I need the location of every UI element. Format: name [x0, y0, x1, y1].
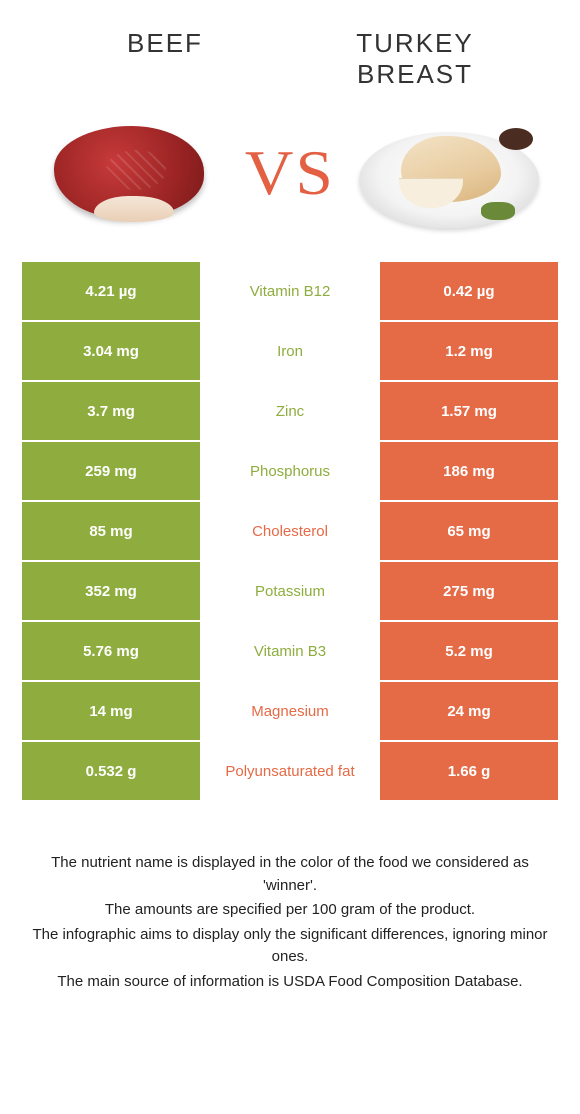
table-row: 4.21 µgVitamin B120.42 µg [22, 262, 558, 322]
beef-value: 3.04 mg [22, 322, 200, 380]
turkey-value: 24 mg [380, 682, 558, 740]
beef-value: 5.76 mg [22, 622, 200, 680]
table-row: 3.7 mgZinc1.57 mg [22, 382, 558, 442]
turkey-image [341, 108, 558, 238]
nutrient-table: 4.21 µgVitamin B120.42 µg3.04 mgIron1.2 … [22, 262, 558, 802]
turkey-value: 5.2 mg [380, 622, 558, 680]
table-row: 14 mgMagnesium24 mg [22, 682, 558, 742]
table-row: 259 mgPhosphorus186 mg [22, 442, 558, 502]
beef-value: 3.7 mg [22, 382, 200, 440]
nutrient-name: Magnesium [200, 682, 380, 740]
turkey-value: 0.42 µg [380, 262, 558, 320]
turkey-value: 1.57 mg [380, 382, 558, 440]
turkey-value: 1.66 g [380, 742, 558, 800]
nutrient-name: Zinc [200, 382, 380, 440]
turkey-value: 186 mg [380, 442, 558, 500]
hero-row: VS [0, 90, 580, 262]
turkey-value: 65 mg [380, 502, 558, 560]
footer-line: The main source of information is USDA F… [22, 971, 558, 994]
vs-label: VS [245, 136, 335, 210]
beef-image [22, 108, 239, 238]
footer-notes: The nutrient name is displayed in the co… [22, 852, 558, 993]
table-row: 85 mgCholesterol65 mg [22, 502, 558, 562]
turkey-value: 1.2 mg [380, 322, 558, 380]
beef-value: 4.21 µg [22, 262, 200, 320]
nutrient-name: Phosphorus [200, 442, 380, 500]
table-row: 352 mgPotassium275 mg [22, 562, 558, 622]
table-row: 5.76 mgVitamin B35.2 mg [22, 622, 558, 682]
footer-line: The amounts are specified per 100 gram o… [22, 899, 558, 922]
table-row: 0.532 gPolyunsaturated fat1.66 g [22, 742, 558, 802]
nutrient-name: Vitamin B12 [200, 262, 380, 320]
footer-line: The infographic aims to display only the… [22, 924, 558, 969]
table-row: 3.04 mgIron1.2 mg [22, 322, 558, 382]
beef-value: 14 mg [22, 682, 200, 740]
nutrient-name: Vitamin B3 [200, 622, 380, 680]
nutrient-name: Polyunsaturated fat [200, 742, 380, 800]
nutrient-name: Cholesterol [200, 502, 380, 560]
nutrient-name: Potassium [200, 562, 380, 620]
beef-value: 259 mg [22, 442, 200, 500]
footer-line: The nutrient name is displayed in the co… [22, 852, 558, 897]
turkey-value: 275 mg [380, 562, 558, 620]
beef-value: 352 mg [22, 562, 200, 620]
title-beef: BEEF [127, 28, 203, 90]
beef-value: 0.532 g [22, 742, 200, 800]
title-turkey: TURKEY BREAST [315, 28, 515, 90]
nutrient-name: Iron [200, 322, 380, 380]
beef-value: 85 mg [22, 502, 200, 560]
header: BEEF TURKEY BREAST [0, 0, 580, 90]
